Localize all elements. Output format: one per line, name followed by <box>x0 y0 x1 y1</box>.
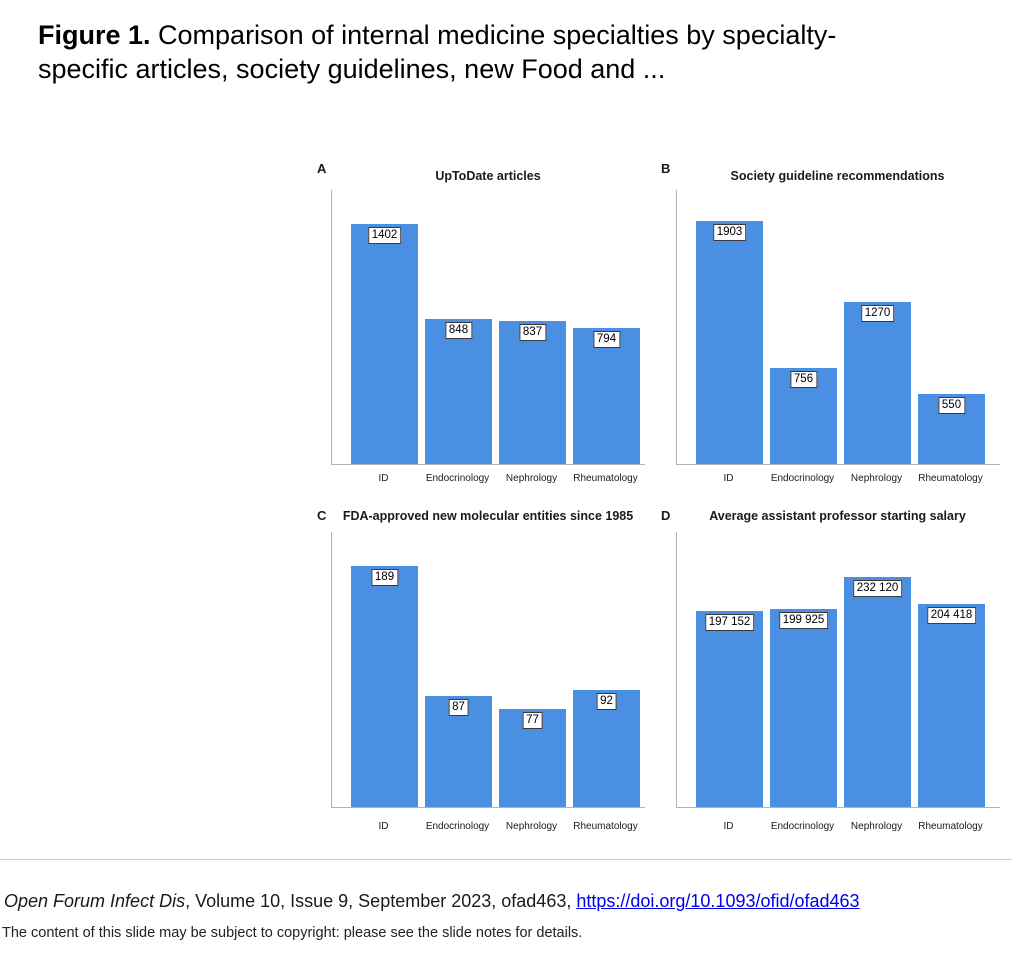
bar-nephrology: 232 120 <box>844 576 911 807</box>
plot-area-a: 1402 848 837 794 <box>331 190 645 465</box>
bar-nephrology: 77 <box>499 708 566 807</box>
x-tick-rheumatology: Rheumatology <box>573 821 638 832</box>
doi-link[interactable]: https://doi.org/10.1093/ofid/ofad463 <box>576 891 860 911</box>
bar-value-label: 756 <box>789 370 818 388</box>
bar-endocrinology: 87 <box>425 696 492 807</box>
bar-id: 189 <box>351 566 418 807</box>
chart-title-b: Society guideline recommendations <box>730 169 945 183</box>
bars-d: 197 152 199 925 232 120 204 418 <box>696 532 1000 807</box>
bar-nephrology: 837 <box>499 320 566 464</box>
bar-id: 1402 <box>351 223 418 464</box>
chart-panel-d: D Average assistant professor starting s… <box>661 502 1000 833</box>
bar-id: 1903 <box>696 221 763 464</box>
plot-area-c: 189 87 77 92 <box>331 532 645 808</box>
x-tick-nephrology: Nephrology <box>505 821 558 832</box>
x-tick-id: ID <box>723 473 734 484</box>
bar-rheumatology: 794 <box>573 328 640 464</box>
bar-endocrinology: 848 <box>425 318 492 464</box>
bar-rheumatology: 92 <box>573 689 640 807</box>
bar-value-label: 837 <box>518 323 547 341</box>
x-tick-id: ID <box>378 821 389 832</box>
bar-value-label: 92 <box>596 692 617 710</box>
x-tick-rheumatology: Rheumatology <box>573 473 638 484</box>
figure-label: Figure 1. <box>38 20 151 50</box>
bar-value-label: 204 418 <box>926 607 977 625</box>
bar-rheumatology: 204 418 <box>918 604 985 807</box>
citation-text: , Volume 10, Issue 9, September 2023, of… <box>185 891 577 911</box>
bars-c: 189 87 77 92 <box>351 532 645 807</box>
figure-caption-line1: Comparison of internal medicine specialt… <box>150 20 837 50</box>
bar-value-label: 794 <box>592 331 621 349</box>
x-axis-labels-c: ID Endocrinology Nephrology Rheumatology <box>350 821 639 832</box>
x-tick-endocrinology: Endocrinology <box>770 821 835 832</box>
x-axis-labels-d: ID Endocrinology Nephrology Rheumatology <box>695 821 984 832</box>
chart-title-a: UpToDate articles <box>435 169 541 183</box>
bar-nephrology: 1270 <box>844 302 911 464</box>
x-tick-id: ID <box>723 821 734 832</box>
figure-caption: Figure 1. Comparison of internal medicin… <box>38 18 978 86</box>
x-tick-nephrology: Nephrology <box>850 473 903 484</box>
chart-panel-b: B Society guideline recommendations 1903… <box>661 160 1000 485</box>
panel-letter-d: D <box>661 508 671 523</box>
x-tick-endocrinology: Endocrinology <box>425 473 490 484</box>
bar-value-label: 77 <box>522 711 543 729</box>
x-tick-endocrinology: Endocrinology <box>425 821 490 832</box>
bar-rheumatology: 550 <box>918 393 985 464</box>
bar-value-label: 189 <box>370 569 399 587</box>
bar-value-label: 550 <box>937 396 966 414</box>
journal-name: Open Forum Infect Dis <box>4 891 186 911</box>
bar-value-label: 1903 <box>712 224 747 242</box>
plot-area-d: 197 152 199 925 232 120 204 418 <box>676 532 1000 808</box>
panel-letter-b: B <box>661 161 671 176</box>
x-tick-endocrinology: Endocrinology <box>770 473 835 484</box>
bar-value-label: 1402 <box>367 226 402 244</box>
x-tick-nephrology: Nephrology <box>850 821 903 832</box>
panel-letter-a: A <box>317 161 327 176</box>
footer-divider <box>0 859 1012 860</box>
x-tick-rheumatology: Rheumatology <box>918 473 983 484</box>
panel-letter-c: C <box>317 508 327 523</box>
citation-line: Open Forum Infect Dis, Volume 10, Issue … <box>4 891 860 912</box>
x-axis-labels-b: ID Endocrinology Nephrology Rheumatology <box>695 473 984 484</box>
bars-a: 1402 848 837 794 <box>351 190 645 464</box>
bar-endocrinology: 199 925 <box>770 608 837 807</box>
bar-value-label: 199 925 <box>778 611 829 629</box>
plot-area-b: 1903 756 1270 550 <box>676 190 1000 465</box>
bar-value-label: 1270 <box>860 305 895 323</box>
x-axis-labels-a: ID Endocrinology Nephrology Rheumatology <box>350 473 639 484</box>
copyright-note: The content of this slide may be subject… <box>2 925 583 941</box>
x-tick-rheumatology: Rheumatology <box>918 821 983 832</box>
x-tick-nephrology: Nephrology <box>505 473 558 484</box>
bar-endocrinology: 756 <box>770 367 837 464</box>
bar-id: 197 152 <box>696 611 763 807</box>
chart-title-d: Average assistant professor starting sal… <box>709 509 966 523</box>
bar-value-label: 197 152 <box>704 614 755 632</box>
chart-title-c: FDA-approved new molecular entities sinc… <box>342 509 634 523</box>
x-tick-id: ID <box>378 473 389 484</box>
bar-value-label: 87 <box>448 699 469 717</box>
chart-panel-a: A UpToDate articles 1402 848 837 794 ID Endo… <box>317 160 645 485</box>
bar-value-label: 848 <box>444 321 473 339</box>
bar-value-label: 232 120 <box>852 579 903 597</box>
bars-b: 1903 756 1270 550 <box>696 190 1000 464</box>
figure-caption-line2: specific articles, society guidelines, n… <box>38 54 666 84</box>
chart-panel-c: C FDA-approved new molecular entities si… <box>317 502 645 833</box>
